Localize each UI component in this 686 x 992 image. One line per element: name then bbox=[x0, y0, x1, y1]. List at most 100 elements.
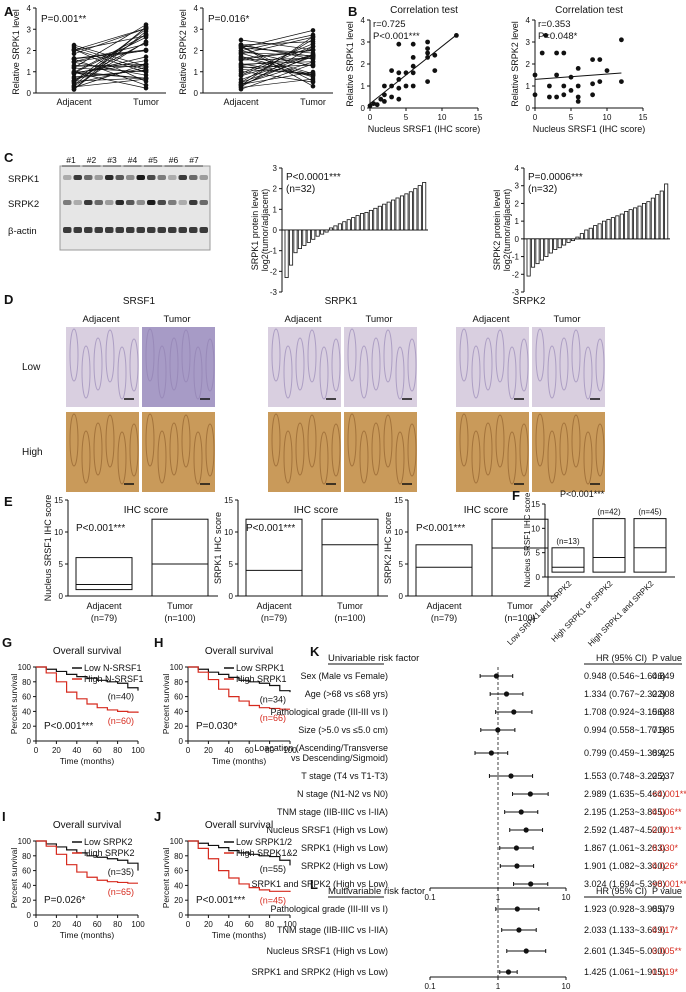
tissue-texture bbox=[507, 346, 517, 400]
scatter-point bbox=[425, 46, 430, 51]
scatter-point bbox=[410, 70, 416, 76]
paired-line bbox=[73, 41, 147, 82]
scatter-point bbox=[403, 83, 409, 89]
blot-band bbox=[157, 227, 166, 233]
tissue-texture bbox=[193, 346, 203, 400]
waterfall-bar bbox=[641, 203, 647, 240]
km-y-tick-label: 60 bbox=[174, 693, 183, 702]
category-label: Tumor bbox=[337, 601, 363, 611]
hr-value: 2.989 (1.635~5.464) bbox=[584, 789, 665, 799]
forest-x-tick-label: 0.1 bbox=[424, 893, 436, 902]
tissue-texture bbox=[157, 430, 167, 484]
blot-band bbox=[63, 200, 72, 205]
hr-value: 1.867 (1.061~3.283) bbox=[584, 843, 665, 853]
corr-y-tick-label: 4 bbox=[361, 16, 366, 25]
waterfall-bar bbox=[395, 197, 400, 231]
band-label: SRPK2 bbox=[8, 199, 39, 210]
waterfall-bar bbox=[597, 223, 602, 240]
blot-band bbox=[115, 227, 124, 233]
km-y-tick-label: 60 bbox=[22, 867, 31, 876]
paired-line bbox=[73, 26, 147, 90]
p-value: 0.026* bbox=[652, 861, 679, 871]
km-x-tick-label: 60 bbox=[93, 746, 102, 755]
scatter-point bbox=[389, 94, 394, 100]
waterfall-bar bbox=[328, 227, 334, 231]
paired-line bbox=[73, 28, 147, 55]
forest-x-tick-label: 0.1 bbox=[424, 982, 436, 991]
scatter-point bbox=[554, 94, 559, 100]
n-label: (n=79) bbox=[431, 613, 457, 623]
tissue-texture bbox=[69, 328, 79, 382]
waterfall-y-tick-label: 2 bbox=[515, 199, 520, 208]
paired-point bbox=[143, 83, 149, 88]
blot-band bbox=[168, 200, 177, 205]
waterfall-bar bbox=[575, 236, 580, 240]
y-axis-label: Percent survival bbox=[161, 848, 171, 909]
scatter-point bbox=[532, 92, 538, 98]
scatter-point bbox=[382, 99, 387, 104]
x-axis-label: Nucleus SRSF1 (IHC score) bbox=[368, 124, 481, 134]
km-y-tick-label: 100 bbox=[170, 663, 184, 672]
y-axis-label: Relative SRPK1 level bbox=[11, 9, 21, 95]
survival-curve bbox=[188, 840, 291, 893]
waterfall-y-tick-label: -2 bbox=[270, 267, 278, 276]
waterfall-y-tick-label: 1 bbox=[515, 217, 520, 226]
waterfall-bar bbox=[391, 199, 396, 231]
blot-band bbox=[84, 175, 93, 180]
hazard-point bbox=[503, 691, 510, 697]
y-axis-label: SRPK2 protein level bbox=[492, 190, 502, 271]
paired-line bbox=[240, 54, 314, 77]
tissue-texture bbox=[93, 422, 103, 476]
waterfall-bar bbox=[355, 215, 360, 231]
km-y-tick-label: 80 bbox=[174, 678, 183, 687]
ihc-column-label: Tumor bbox=[553, 314, 580, 325]
hr-value: 1.708 (0.924~3.156) bbox=[584, 707, 665, 717]
panel-letter-D: D bbox=[4, 292, 13, 307]
waterfall-bar bbox=[351, 217, 356, 231]
ihc-box-y-tick-label: 10 bbox=[394, 528, 403, 537]
km-x-tick-label: 80 bbox=[113, 920, 122, 929]
paired-point bbox=[238, 86, 244, 92]
waterfall-y-tick-label: -2 bbox=[512, 270, 520, 279]
km-x-tick-label: 0 bbox=[34, 746, 39, 755]
x-axis-label: Time (months) bbox=[212, 930, 267, 940]
paired-line bbox=[73, 49, 147, 59]
tissue-texture bbox=[181, 414, 191, 468]
lane-label: #3 bbox=[107, 155, 117, 165]
waterfall-bar bbox=[417, 185, 422, 231]
p-value-label: P=0.001** bbox=[41, 14, 86, 25]
waterfall-bar bbox=[646, 201, 651, 240]
waterfall-bar bbox=[364, 212, 369, 231]
km-y-tick-label: 100 bbox=[18, 837, 32, 846]
tissue-texture bbox=[407, 338, 417, 392]
category-label: Adjacent bbox=[86, 601, 122, 611]
survival-curve bbox=[188, 666, 290, 710]
n-label: (n=60) bbox=[108, 716, 134, 726]
ihc-box-y-tick-label: 0 bbox=[229, 592, 234, 601]
category-label: Tumor bbox=[507, 601, 533, 611]
tissue-texture bbox=[483, 422, 493, 476]
chart-title: Overall survival bbox=[53, 646, 121, 657]
scatter-point bbox=[432, 52, 438, 58]
scatter-point bbox=[396, 77, 402, 82]
waterfall-bar bbox=[593, 225, 598, 240]
panel-letter-E: E bbox=[4, 494, 13, 509]
tissue-texture bbox=[407, 423, 417, 477]
paired-line bbox=[73, 43, 147, 63]
blot-band bbox=[136, 227, 145, 233]
panel-letter-G: G bbox=[2, 635, 12, 650]
waterfall-y-tick-label: 3 bbox=[515, 182, 520, 191]
tissue-texture bbox=[105, 329, 115, 383]
scatter-point bbox=[597, 79, 603, 84]
paired-line bbox=[240, 54, 314, 86]
factor-label: N stage (N1-N2 vs N0) bbox=[297, 789, 388, 799]
hazard-point bbox=[513, 845, 520, 851]
blot-band bbox=[84, 200, 93, 205]
y-axis-label: Percent survival bbox=[9, 848, 19, 909]
tissue-texture bbox=[383, 414, 393, 468]
waterfall-bar bbox=[637, 205, 642, 240]
hazard-point bbox=[528, 881, 534, 887]
ihc-score-header: IHC score bbox=[124, 505, 169, 516]
survival-curve bbox=[36, 840, 138, 884]
waterfall-bar bbox=[553, 238, 558, 250]
